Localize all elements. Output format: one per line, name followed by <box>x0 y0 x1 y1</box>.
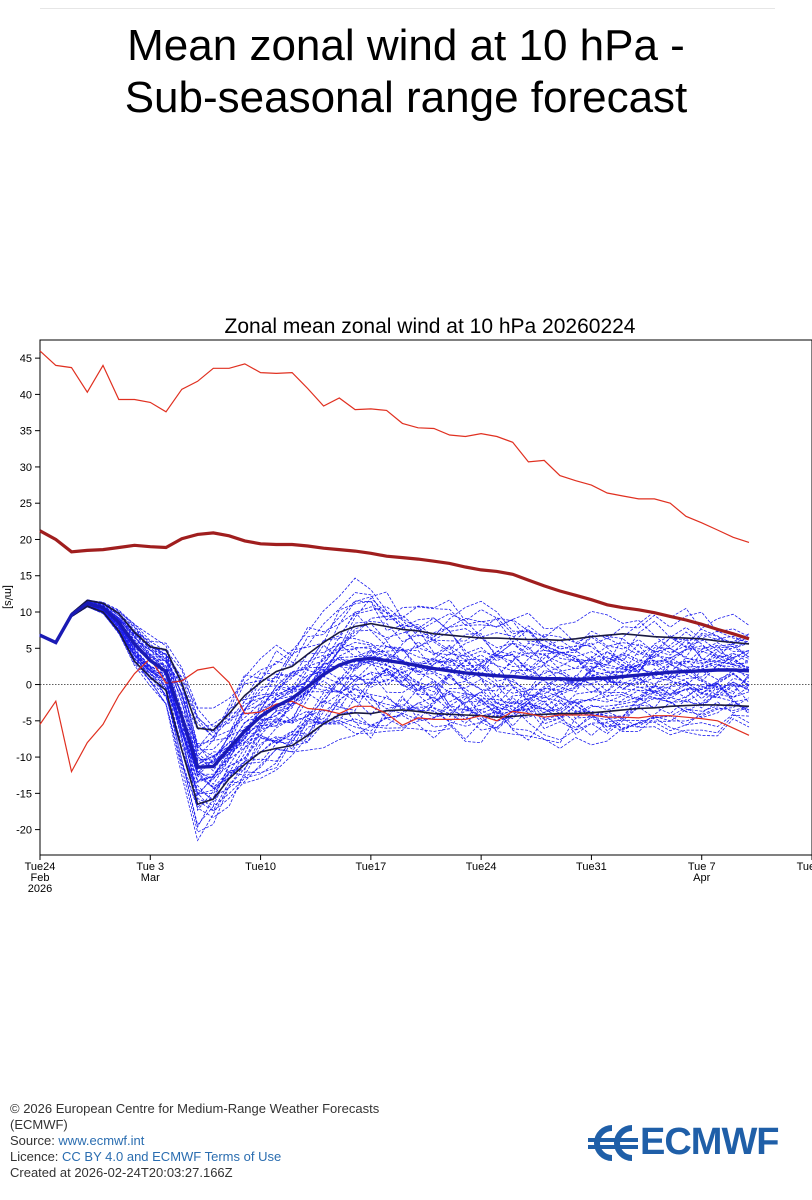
ensemble-member-line <box>39 605 750 812</box>
ensemble-member-line <box>39 603 750 777</box>
ecmwf-logo[interactable]: ECMWF <box>588 1120 808 1166</box>
ensemble-members <box>39 577 750 842</box>
ensemble-member-line <box>39 577 750 738</box>
ensemble-member-line <box>39 601 750 762</box>
y-tick-label: 15 <box>20 571 32 583</box>
y-tick-label: -5 <box>22 716 32 728</box>
y-tick-label: 35 <box>20 426 32 438</box>
ensemble-member-line <box>39 604 750 781</box>
y-tick-label: 10 <box>20 607 32 619</box>
ensemble-member-line <box>39 604 750 789</box>
ensemble-member-line <box>39 604 750 803</box>
licence-label: Licence: <box>10 1149 63 1164</box>
climate-lines <box>39 350 750 774</box>
page-title-line-1: Mean zonal wind at 10 hPa - <box>127 21 685 70</box>
ensemble-member-line <box>39 599 750 728</box>
percentile-high-line <box>39 599 750 732</box>
x-tick-label: Feb <box>31 872 50 884</box>
y-tick-label: -20 <box>16 825 32 837</box>
percentile-low-line <box>39 605 750 806</box>
chart-container: Zonal mean zonal wind at 10 hPa 20260224… <box>0 300 812 920</box>
y-tick-label: 0 <box>26 680 32 692</box>
x-tick-label: 2026 <box>28 883 52 895</box>
x-tick-label: Apr <box>693 872 710 884</box>
x-tick-label: Tue31 <box>576 861 607 873</box>
ensemble-member-line <box>39 606 750 812</box>
ensemble-member-line <box>39 601 750 757</box>
ensemble-member-line <box>39 591 750 734</box>
climate-max-line <box>39 350 750 543</box>
y-axis-label: [m/s] <box>2 585 14 609</box>
licence-link[interactable]: CC BY 4.0 and ECMWF Terms of Use <box>62 1149 282 1164</box>
page-title: Mean zonal wind at 10 hPa - Sub-seasonal… <box>0 20 812 124</box>
chart-title: Zonal mean zonal wind at 10 hPa 20260224 <box>225 315 636 338</box>
copyright-text: © 2026 European Centre for Medium-Range … <box>10 1101 380 1116</box>
ensemble-member-line <box>39 604 750 800</box>
chart-svg: Zonal mean zonal wind at 10 hPa 20260224… <box>2 315 812 895</box>
climate-mean-line <box>39 529 750 641</box>
x-tick-label: Tue 7 <box>688 861 716 873</box>
y-tick-label: 40 <box>20 389 32 401</box>
ensemble-mean-path <box>39 601 750 769</box>
ecmwf-logo-text: ECMWF <box>640 1121 780 1163</box>
ensemble-member-line <box>39 606 750 833</box>
ensemble-member-line <box>39 605 750 818</box>
created-text: Created at 2026-02-24T20:03:27.166Z <box>10 1165 233 1180</box>
org-abbrev: (ECMWF) <box>10 1117 68 1132</box>
page-title-line-2: Sub-seasonal range forecast <box>124 73 688 122</box>
y-tick-label: 25 <box>20 498 32 510</box>
ensemble-member-line <box>39 602 750 766</box>
y-tick-label: 45 <box>20 353 32 365</box>
y-tick-label: 5 <box>26 643 32 655</box>
y-tick-label: 30 <box>20 462 32 474</box>
x-tick-label: Tue10 <box>245 861 276 873</box>
ensemble-member-line <box>39 603 750 761</box>
ensemble-member-line <box>39 597 750 749</box>
source-link[interactable]: www.ecmwf.int <box>58 1133 145 1148</box>
top-divider <box>40 8 775 9</box>
ecmwf-logo-icon <box>588 1125 638 1161</box>
footer: © 2026 European Centre for Medium-Range … <box>10 1101 379 1181</box>
ensemble-member-line <box>39 601 750 762</box>
ensemble-member-line <box>39 602 750 772</box>
x-tick-label: Tue17 <box>355 861 386 873</box>
ensemble-member-line <box>39 604 750 812</box>
ensemble-member-line <box>39 599 750 709</box>
x-tick-label: Tue 3 <box>136 861 164 873</box>
source-label: Source: <box>10 1133 59 1148</box>
ensemble-member-line <box>39 601 750 749</box>
x-tick-label: Tue24 <box>25 861 56 873</box>
ensemble-member-line <box>39 603 750 783</box>
ensemble-member-line <box>39 602 750 766</box>
climate-min-line <box>39 657 750 774</box>
ensemble-member-line <box>39 602 750 764</box>
x-tick-label: Tue14 <box>797 861 812 873</box>
y-tick-label: 20 <box>20 534 32 546</box>
licence-line: Licence: CC BY 4.0 and ECMWF Terms of Us… <box>10 1149 379 1165</box>
ensemble-member-line <box>39 605 750 807</box>
source-line: Source: www.ecmwf.int <box>10 1133 379 1149</box>
ensemble-mean-line <box>39 601 750 769</box>
ensemble-member-line <box>39 603 750 767</box>
axes: -20-15-10-5051015202530354045Tue24Feb202… <box>16 339 812 895</box>
x-tick-label: Mar <box>141 872 160 884</box>
plot-frame <box>39 339 812 856</box>
y-tick-label: -15 <box>16 788 32 800</box>
y-tick-label: -10 <box>16 752 32 764</box>
ensemble-member-line <box>39 604 750 785</box>
ensemble-member-line <box>39 599 750 745</box>
percentile-lines <box>39 599 750 806</box>
ensemble-member-line <box>39 601 750 732</box>
x-tick-label: Tue24 <box>466 861 497 873</box>
ensemble-member-line <box>39 606 750 796</box>
ensemble-member-line <box>39 604 750 795</box>
ensemble-member-line <box>39 602 750 769</box>
